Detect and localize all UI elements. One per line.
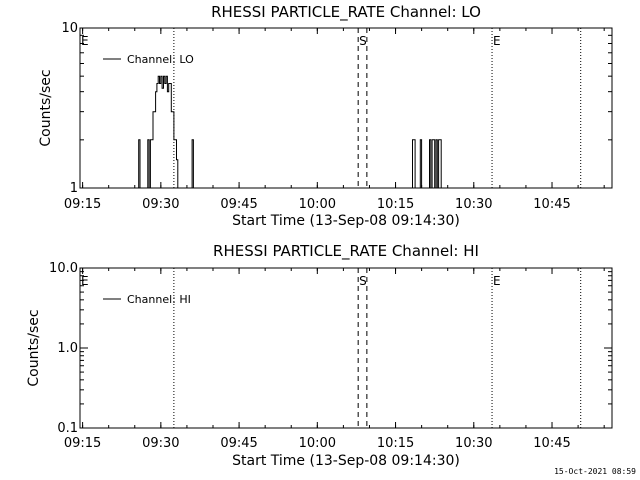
chart-1-plot-frame [79, 267, 613, 429]
chart-0-x-tick-label: 09:15 [64, 197, 101, 212]
chart-0-x-tick-label: 09:30 [142, 197, 179, 212]
chart-1-marker-label: S [359, 274, 367, 288]
chart-0-x-tick-label: 10:30 [455, 197, 492, 212]
chart-0-marker-label: S [359, 34, 367, 48]
chart-1-marker-label: E [81, 274, 89, 288]
chart-1-y-tick-label: 1.0 [57, 341, 78, 356]
chart-0-series-line [411, 139, 418, 189]
chart-0-y-axis-label: Counts/sec [38, 69, 54, 146]
chart-1-x-tick-label: 10:45 [533, 436, 570, 451]
chart-0-marker-label: E [81, 34, 89, 48]
chart-0-series-line [137, 75, 181, 189]
chart-0-x-tick-label: 10:00 [299, 197, 336, 212]
chart-0-x-tick-label: 10:45 [533, 197, 570, 212]
chart-1-x-tick-label: 09:15 [64, 436, 101, 451]
chart-0-y-tick-label: 10 [61, 21, 78, 36]
chart-0-marker-label: E [493, 34, 501, 48]
chart-1-x-tick-label: 10:15 [377, 436, 414, 451]
panel-hi: RHESSI PARTICLE_RATE Channel: HI 09:15 09:… [26, 242, 613, 469]
timestamp-footer: 15-Oct-2021 08:59 [554, 467, 636, 476]
chart-1-x-tick-label: 10:00 [299, 436, 336, 451]
chart-1-x-tick-label: 09:30 [142, 436, 179, 451]
chart-1-x-tick-label: 10:30 [455, 436, 492, 451]
chart-1-y-axis-label: Counts/sec [26, 309, 42, 386]
chart-0-plot-frame [79, 27, 613, 189]
chart-0-x-tick-label: 09:45 [220, 197, 257, 212]
chart-1-y-tick-label: 0.1 [57, 421, 78, 436]
chart-1-legend-label: Channel: HI [127, 293, 191, 306]
chart-0-y-tick-label: 1 [70, 181, 78, 196]
chart-1-x-tick-label: 09:45 [220, 436, 257, 451]
panel-lo: RHESSI PARTICLE_RATE Channel: LO 09:15 09:… [38, 3, 613, 229]
chart-0-series-line [190, 139, 198, 189]
chart-0-title: RHESSI PARTICLE_RATE Channel: LO [211, 3, 481, 22]
chart-0-legend-label: Channel: LO [127, 53, 194, 66]
chart-1-title: RHESSI PARTICLE_RATE Channel: HI [213, 242, 479, 261]
chart-0-x-axis-label: Start Time (13-Sep-08 09:14:30) [232, 213, 460, 229]
chart-0-series-line [419, 139, 426, 189]
chart-1-x-axis-label: Start Time (13-Sep-08 09:14:30) [232, 453, 460, 469]
chart-0-series-line [428, 139, 445, 189]
chart-1-y-tick-label: 10.0 [49, 261, 78, 276]
chart-1-marker-label: E [493, 274, 501, 288]
chart-0-x-tick-label: 10:15 [377, 197, 414, 212]
